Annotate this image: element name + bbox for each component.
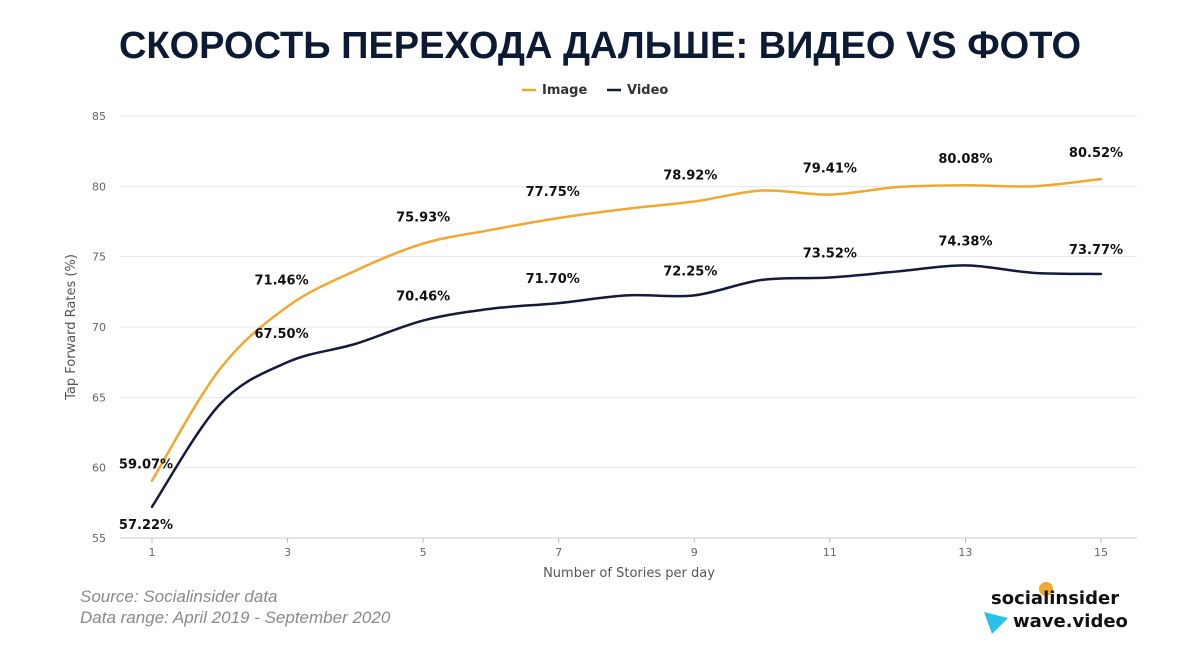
data-label-image: 80.52%	[1069, 146, 1123, 161]
source-note: Source: Socialinsider data	[80, 587, 278, 606]
data-label-video: 73.52%	[803, 246, 857, 261]
y-axis-ticks: 55 60 65 70 75 80 85	[92, 110, 106, 545]
wavevideo-logo: wave.video	[984, 611, 1128, 634]
y-tick-label: 80	[92, 180, 106, 193]
series-line-video	[150, 264, 1103, 509]
data-label-video: 73.77%	[1069, 243, 1123, 258]
x-axis-label: Number of Stories per day	[543, 566, 715, 581]
x-tick-label: 7	[555, 546, 562, 559]
socialinsider-logo-text: socialinsider	[991, 588, 1119, 609]
wavevideo-logo-icon	[984, 612, 1008, 634]
y-tick-label: 70	[92, 321, 106, 334]
x-tick-label: 13	[958, 546, 972, 559]
data-label-video: 57.22%	[119, 518, 173, 533]
socialinsider-logo-icon	[1039, 582, 1053, 596]
data-label-video: 72.25%	[663, 264, 717, 279]
data-label-image: 75.93%	[396, 211, 450, 226]
series-line-image	[150, 177, 1103, 482]
data-label-video: 67.50%	[254, 327, 308, 342]
data-label-video: 74.38%	[938, 234, 992, 249]
data-label-image: 71.46%	[254, 273, 308, 288]
y-axis-label: Tap Forward Rates (%)	[64, 254, 79, 401]
y-tick-label: 60	[92, 462, 106, 475]
data-range-note: Data range: April 2019 - September 2020	[80, 608, 391, 627]
y-tick-label: 75	[92, 251, 106, 264]
data-label-image: 59.07%	[119, 458, 173, 473]
x-tick-label: 15	[1094, 546, 1108, 559]
x-tick-label: 3	[284, 546, 291, 559]
data-label-image: 80.08%	[938, 152, 992, 167]
x-tick-label: 9	[691, 546, 698, 559]
data-labels: 59.07% 71.46% 75.93% 77.75% 78.92% 79.41% 80.0…	[119, 146, 1123, 533]
gridlines	[120, 115, 1137, 539]
legend-label-video: Video	[627, 83, 668, 98]
wavevideo-logo-text: wave.video	[1013, 611, 1128, 632]
x-axis-ticks: 1 3 5 7 9 11 13 15	[149, 538, 1108, 559]
x-tick-label: 5	[420, 546, 427, 559]
y-tick-label: 85	[92, 110, 106, 123]
x-tick-label: 11	[823, 546, 837, 559]
data-label-video: 71.70%	[526, 272, 580, 287]
x-tick-label: 1	[149, 546, 156, 559]
y-tick-label: 55	[92, 532, 106, 545]
data-label-video: 70.46%	[396, 290, 450, 305]
data-label-image: 79.41%	[803, 162, 857, 177]
series-lines	[150, 177, 1103, 509]
legend-label-image: Image	[542, 83, 587, 98]
data-label-image: 77.75%	[526, 185, 580, 200]
legend: Image Video	[522, 83, 668, 98]
socialinsider-logo: socialinsider	[991, 582, 1119, 609]
y-tick-label: 65	[92, 391, 106, 404]
data-label-image: 78.92%	[663, 169, 717, 184]
chart-title: СКОРОСТЬ ПЕРЕХОДА ДАЛЬШЕ: ВИДЕО VS ФОТО	[119, 25, 1081, 67]
